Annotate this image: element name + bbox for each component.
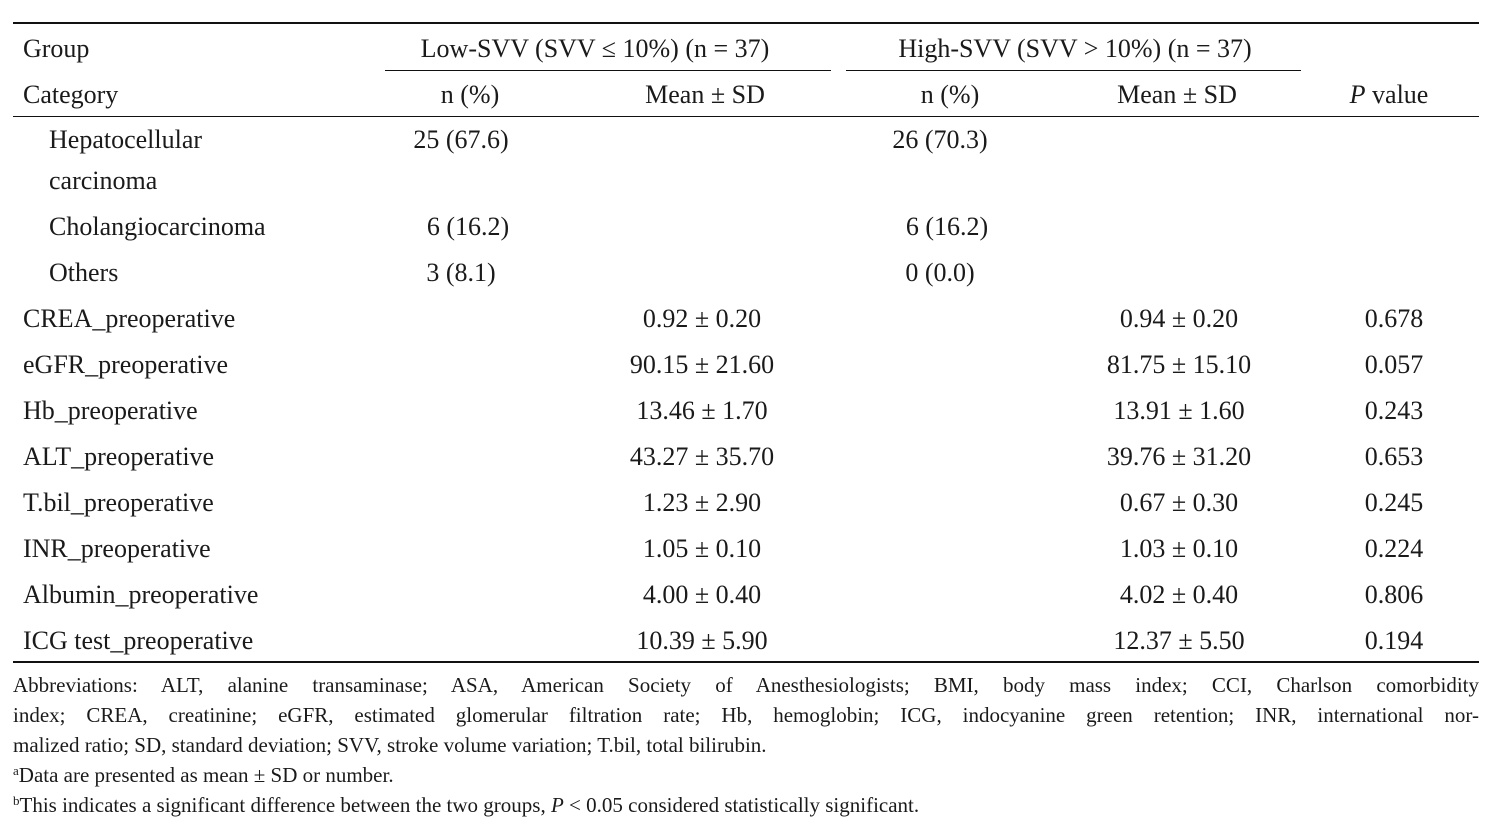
low-n-pct-cell: 25 (67.6) bbox=[413, 125, 509, 154]
p-value-rest: value bbox=[1365, 80, 1429, 109]
high-n-pct-cell: 0 (0.0) bbox=[905, 258, 975, 287]
row-label: CREA_preoperative bbox=[23, 304, 236, 333]
low-mean-sd-cell: 90.15 ± 21.60 bbox=[629, 350, 775, 379]
group-header: Group bbox=[23, 34, 90, 63]
row-label: Albumin_preoperative bbox=[23, 580, 259, 609]
low-mean-sd-cell: 0.92 ± 0.20 bbox=[642, 304, 762, 333]
row-label: ALT_preoperative bbox=[23, 442, 215, 471]
row-label: Cholangiocarcinoma bbox=[49, 212, 266, 241]
high-mean-sd-cell: 4.02 ± 0.40 bbox=[1119, 580, 1239, 609]
p-value-cell: 0.653 bbox=[1364, 442, 1424, 471]
low-group-underline bbox=[385, 70, 831, 71]
high-mean-sd-cell: 0.94 ± 0.20 bbox=[1119, 304, 1239, 333]
row-label: T.bil_preoperative bbox=[23, 488, 214, 517]
row-label: eGFR_preoperative bbox=[23, 350, 229, 379]
low-mean-sd-cell: 4.00 ± 0.40 bbox=[642, 580, 762, 609]
row-label-continued: carcinoma bbox=[49, 166, 158, 195]
p-value-cell: 0.194 bbox=[1364, 626, 1424, 655]
p-value-cell: 0.224 bbox=[1364, 534, 1424, 563]
high-n-pct-cell: 26 (70.3) bbox=[892, 125, 988, 154]
high-n-pct-header: n (%) bbox=[920, 80, 980, 109]
footnote-b-text-2: < 0.05 considered statistically signific… bbox=[563, 793, 920, 817]
high-mean-sd-cell: 0.67 ± 0.30 bbox=[1119, 488, 1239, 517]
category-header: Category bbox=[23, 80, 119, 109]
high-mean-sd-cell: 13.91 ± 1.60 bbox=[1113, 396, 1245, 425]
row-label: Hepatocellular bbox=[49, 125, 203, 154]
high-mean-sd-header: Mean ± SD bbox=[1117, 80, 1237, 109]
table-bottom-rule bbox=[13, 661, 1479, 663]
abbreviations-line-1: Abbreviations: ALT, alanine transaminase… bbox=[13, 673, 1479, 697]
p-value-cell: 0.678 bbox=[1364, 304, 1424, 333]
high-svv-group-header: High-SVV (SVV > 10%) (n = 37) bbox=[898, 34, 1252, 63]
footnote-a-mark: a bbox=[13, 763, 19, 778]
low-mean-sd-cell: 1.23 ± 2.90 bbox=[642, 488, 762, 517]
footnote-a-text: Data are presented as mean ± SD or numbe… bbox=[18, 763, 394, 787]
low-mean-sd-cell: 1.05 ± 0.10 bbox=[642, 534, 762, 563]
low-n-pct-cell: 6 (16.2) bbox=[426, 212, 510, 241]
high-n-pct-cell: 6 (16.2) bbox=[905, 212, 989, 241]
row-label: INR_preoperative bbox=[23, 534, 211, 563]
high-mean-sd-cell: 1.03 ± 0.10 bbox=[1119, 534, 1239, 563]
high-mean-sd-cell: 12.37 ± 5.50 bbox=[1113, 626, 1245, 655]
low-n-pct-cell: 3 (8.1) bbox=[426, 258, 496, 287]
header-bottom-rule bbox=[13, 116, 1479, 117]
p-italic: P bbox=[1349, 80, 1366, 109]
footnote-b: bThis indicates a significant difference… bbox=[13, 790, 1479, 820]
high-group-underline bbox=[846, 70, 1301, 71]
p-value-cell: 0.245 bbox=[1364, 488, 1424, 517]
low-mean-sd-cell: 43.27 ± 35.70 bbox=[629, 442, 775, 471]
high-mean-sd-cell: 81.75 ± 15.10 bbox=[1106, 350, 1252, 379]
p-value-cell: 0.057 bbox=[1364, 350, 1424, 379]
table-top-rule bbox=[13, 22, 1479, 24]
low-svv-group-header: Low-SVV (SVV ≤ 10%) (n = 37) bbox=[420, 34, 770, 63]
low-mean-sd-header: Mean ± SD bbox=[645, 80, 765, 109]
high-mean-sd-cell: 39.76 ± 31.20 bbox=[1106, 442, 1252, 471]
p-value-header: P value bbox=[1350, 80, 1429, 110]
low-mean-sd-cell: 13.46 ± 1.70 bbox=[636, 396, 768, 425]
footnote-b-mark: b bbox=[13, 793, 20, 808]
footnote-b-text-1: This indicates a significant difference … bbox=[19, 793, 551, 817]
footnote-b-p: P bbox=[550, 793, 564, 817]
p-value-cell: 0.243 bbox=[1364, 396, 1424, 425]
abbreviations-line-3: malized ratio; SD, standard deviation; S… bbox=[13, 733, 767, 757]
row-label: ICG test_preoperative bbox=[23, 626, 254, 655]
row-label: Hb_preoperative bbox=[23, 396, 198, 425]
footnote-a: aData are presented as mean ± SD or numb… bbox=[13, 760, 1479, 790]
p-value-cell: 0.806 bbox=[1364, 580, 1424, 609]
low-n-pct-header: n (%) bbox=[440, 80, 500, 109]
abbreviations-line-2: index; CREA, creatinine; eGFR, estimated… bbox=[13, 703, 1479, 727]
row-label: Others bbox=[49, 258, 119, 287]
low-mean-sd-cell: 10.39 ± 5.90 bbox=[636, 626, 768, 655]
